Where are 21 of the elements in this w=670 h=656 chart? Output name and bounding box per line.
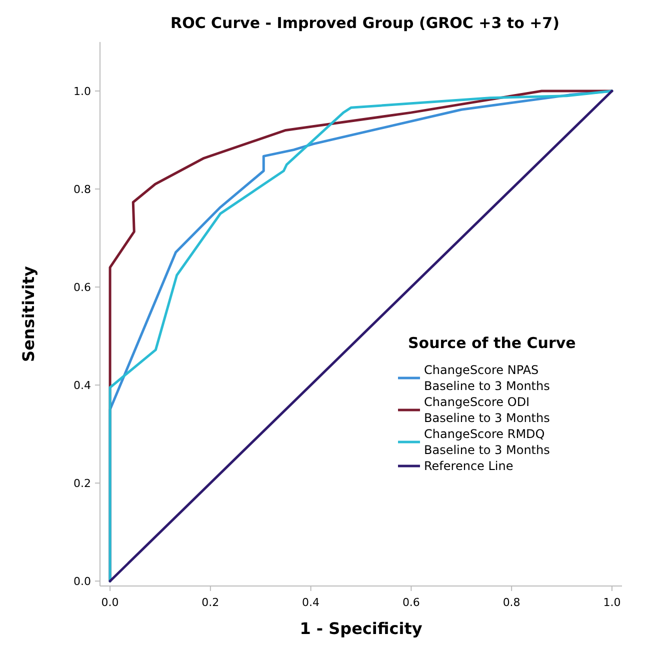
line-series bbox=[108, 90, 614, 582]
y-tick-label: 0.8 bbox=[74, 183, 91, 196]
legend-label: Reference Line bbox=[424, 459, 514, 473]
legend-label: ChangeScore ODI Baseline to 3 Months bbox=[424, 395, 550, 425]
chart-title: ROC Curve - Improved Group (GROC +3 to +7) bbox=[170, 14, 560, 32]
legend-label: ChangeScore RMDQ Baseline to 3 Months bbox=[424, 427, 550, 457]
x-tick-label: 0.2 bbox=[202, 596, 220, 609]
legend-title: Source of the Curve bbox=[408, 334, 576, 352]
x-tick-label: 0.4 bbox=[302, 596, 320, 609]
legend-label: ChangeScore NPAS Baseline to 3 Months bbox=[424, 363, 550, 393]
x-tick-label: 0.0 bbox=[101, 596, 119, 609]
y-axis-title: Sensitivity bbox=[19, 265, 38, 362]
x-axis-title: 1 - Specificity bbox=[300, 619, 423, 638]
y-tick-label: 0.2 bbox=[74, 477, 91, 490]
y-tick-label: 0.0 bbox=[74, 575, 91, 588]
y-tick-label: 0.4 bbox=[74, 379, 91, 392]
y-tick-label: 1.0 bbox=[74, 85, 91, 98]
x-tick-label: 0.8 bbox=[502, 596, 520, 609]
x-tick-label: 0.6 bbox=[402, 596, 420, 609]
y-tick-label: 0.6 bbox=[74, 281, 91, 294]
x-tick-label: 1.0 bbox=[603, 596, 621, 609]
